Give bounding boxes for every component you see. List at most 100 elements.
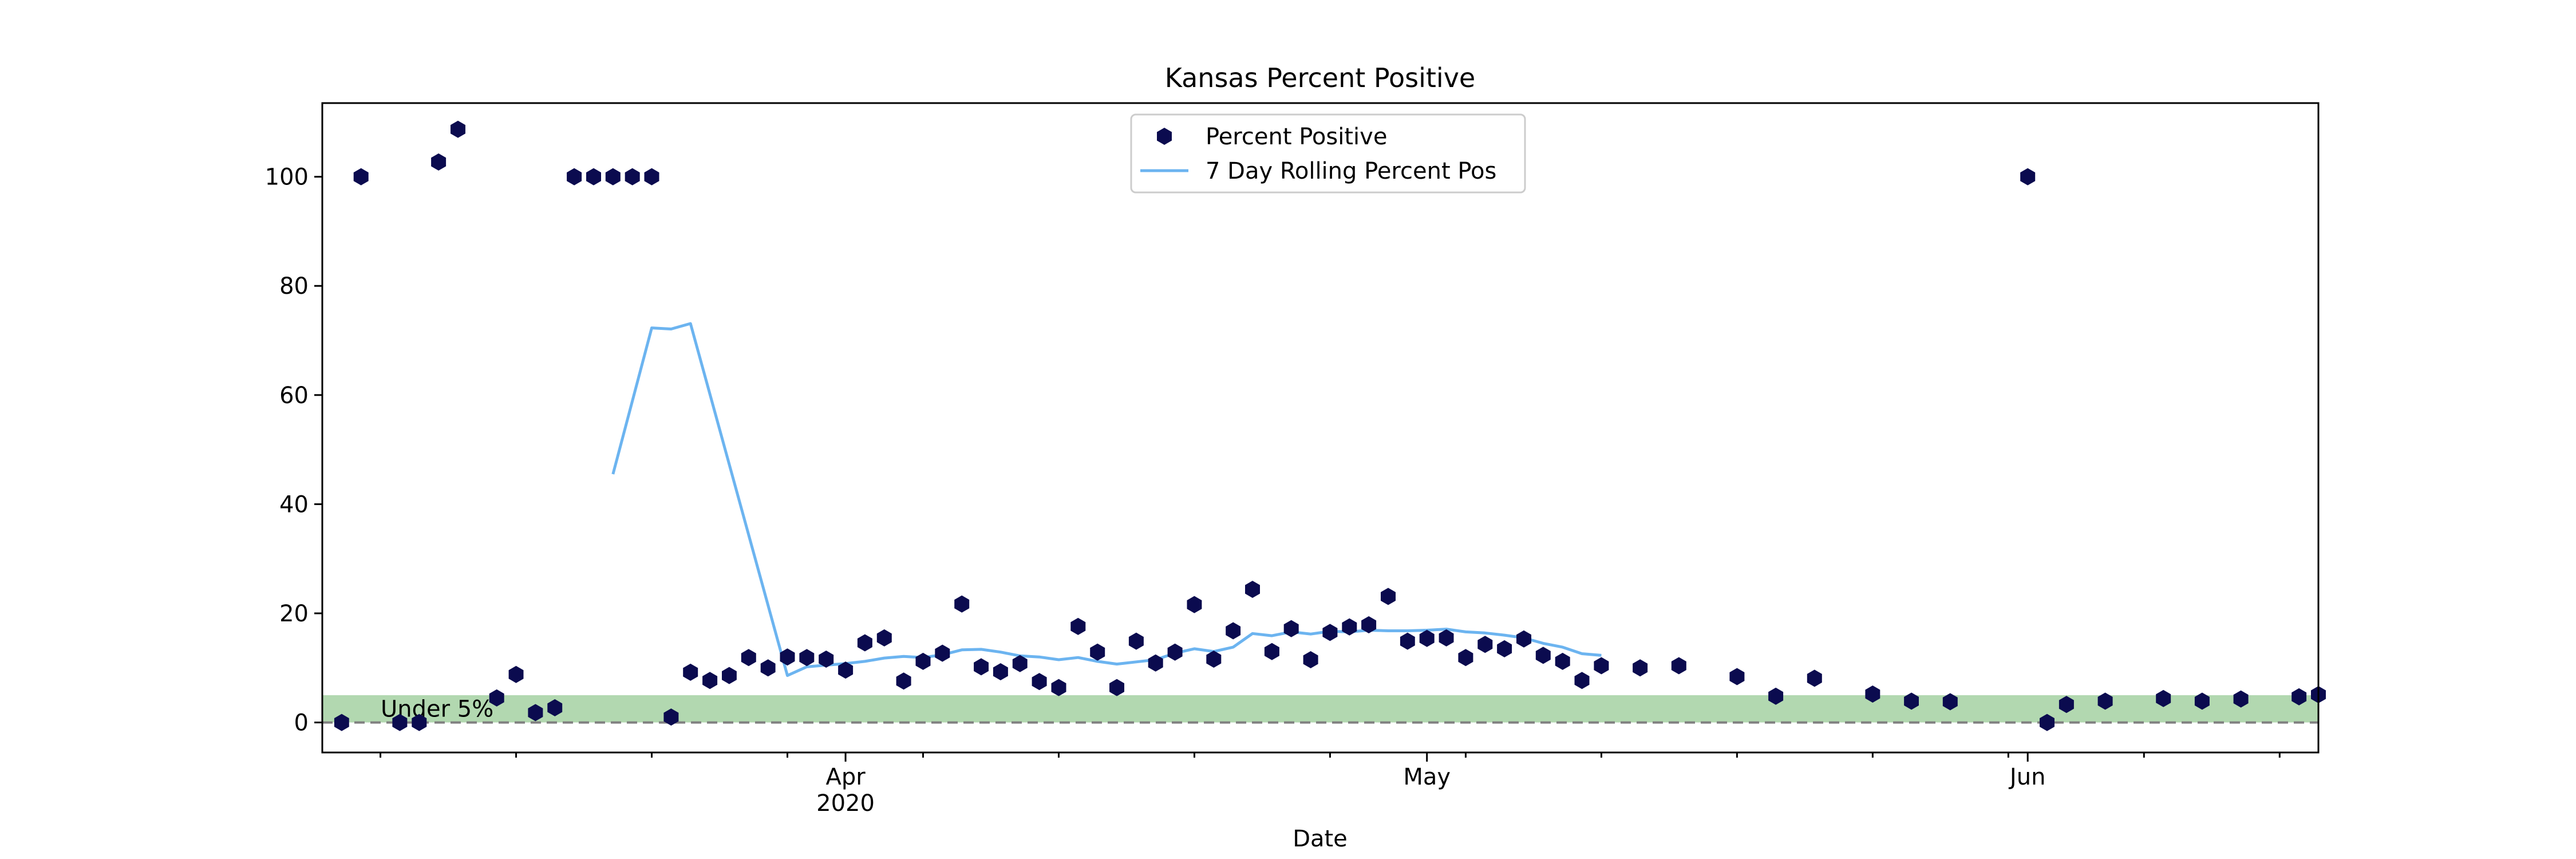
data-point-percent-positive: [1090, 643, 1105, 661]
data-point-percent-positive: [722, 667, 737, 684]
data-point-percent-positive: [1807, 669, 1822, 687]
data-point-percent-positive: [1226, 622, 1241, 640]
data-point-percent-positive: [1574, 672, 1590, 689]
data-point-percent-positive: [1303, 651, 1318, 668]
data-point-percent-positive: [1904, 692, 1919, 710]
data-point-percent-positive: [2233, 690, 2249, 708]
data-point-percent-positive: [547, 699, 563, 716]
plot-frame: [321, 102, 2320, 754]
data-point-percent-positive: [1322, 624, 1338, 641]
data-point-percent-positive: [2040, 714, 2055, 731]
data-point-percent-positive: [508, 665, 524, 683]
data-point-percent-positive: [1206, 651, 1222, 668]
data-point-percent-positive: [876, 629, 892, 647]
data-point-percent-positive: [915, 652, 931, 670]
legend-label: 7 Day Rolling Percent Pos: [1206, 158, 1496, 184]
data-point-percent-positive: [1128, 632, 1144, 650]
data-point-percent-positive: [838, 661, 854, 679]
legend-label: Percent Positive: [1206, 124, 1387, 150]
under-5-band: [322, 695, 2318, 723]
data-point-percent-positive: [1768, 687, 1784, 705]
data-point-percent-positive: [2020, 168, 2036, 186]
chart-title: Kansas Percent Positive: [1165, 62, 1475, 93]
y-tick-label: 80: [279, 273, 309, 300]
data-point-percent-positive: [1400, 632, 1415, 650]
y-tick-label: 60: [279, 383, 309, 409]
data-point-percent-positive: [1419, 629, 1435, 647]
data-point-percent-positive: [431, 153, 447, 171]
data-point-percent-positive: [1633, 659, 1648, 677]
data-point-percent-positive: [663, 708, 679, 726]
data-point-percent-positive: [741, 649, 756, 667]
legend-box: [1130, 113, 1526, 194]
x-tick-label: Jun: [2008, 764, 2046, 790]
data-point-percent-positive: [1594, 657, 1609, 675]
data-point-percent-positive: [2059, 696, 2074, 714]
data-point-percent-positive: [625, 168, 640, 186]
data-point-percent-positive: [799, 649, 815, 667]
data-point-percent-positive: [760, 659, 776, 677]
data-point-percent-positive: [974, 658, 989, 676]
data-point-percent-positive: [954, 595, 970, 613]
data-point-percent-positive: [1942, 693, 1958, 711]
data-point-percent-positive: [819, 651, 834, 668]
x-tick-sublabel: 2020: [816, 790, 875, 817]
data-point-percent-positive: [567, 168, 582, 186]
data-point-percent-positive: [1729, 668, 1745, 685]
data-point-percent-positive: [1477, 636, 1493, 653]
data-point-percent-positive: [1187, 596, 1202, 613]
data-point-percent-positive: [528, 704, 543, 722]
data-point-percent-positive: [334, 714, 349, 731]
data-point-percent-positive: [489, 689, 504, 707]
y-tick-label: 100: [265, 164, 309, 191]
data-point-percent-positive: [412, 714, 427, 731]
legend: Percent Positive 7 Day Rolling Percent Po…: [1130, 113, 1526, 194]
data-point-percent-positive: [2156, 689, 2171, 707]
data-point-percent-positive: [2291, 688, 2307, 706]
data-point-percent-positive: [1283, 620, 1299, 637]
data-point-percent-positive: [1167, 643, 1183, 661]
data-point-percent-positive: [993, 663, 1008, 680]
data-point-percent-positive: [1555, 652, 1570, 670]
data-point-percent-positive: [1264, 643, 1279, 660]
data-point-percent-positive: [1148, 654, 1163, 672]
data-point-percent-positive: [392, 714, 408, 731]
legend-marker-percent-positive: [1157, 128, 1172, 145]
data-point-percent-positive: [1497, 640, 1512, 657]
y-tick-label: 20: [279, 601, 309, 627]
data-point-percent-positive: [780, 648, 795, 666]
data-point-percent-positive: [644, 168, 659, 186]
plot-area: Under 5%: [322, 120, 2326, 731]
data-point-percent-positive: [605, 168, 621, 186]
data-point-percent-positive: [2194, 692, 2210, 710]
x-axis-label: Date: [1293, 826, 1348, 852]
data-point-percent-positive: [2097, 692, 2113, 710]
data-point-percent-positive: [1070, 617, 1086, 635]
data-point-percent-positive: [1516, 630, 1531, 648]
data-point-percent-positive: [1458, 649, 1473, 667]
y-tick-label: 0: [294, 710, 309, 736]
data-point-percent-positive: [1865, 685, 1880, 703]
data-point-percent-positive: [683, 663, 698, 681]
data-point-percent-positive: [1051, 679, 1066, 696]
data-point-percent-positive: [1381, 588, 1396, 605]
data-point-percent-positive: [1439, 629, 1454, 647]
data-point-percent-positive: [1032, 673, 1047, 691]
x-tick-label: Apr: [825, 764, 866, 790]
y-tick-label: 40: [279, 491, 309, 518]
data-point-percent-positive: [1109, 679, 1124, 696]
data-point-percent-positive: [1012, 655, 1028, 672]
data-point-percent-positive: [1671, 657, 1686, 675]
data-point-percent-positive: [896, 672, 911, 690]
x-tick-label: May: [1403, 764, 1451, 790]
data-point-percent-positive: [1361, 616, 1377, 633]
data-point-percent-positive: [1245, 581, 1260, 598]
data-point-percent-positive: [353, 168, 369, 186]
data-point-percent-positive: [857, 634, 872, 652]
data-point-percent-positive: [586, 168, 601, 186]
data-point-percent-positive: [1535, 647, 1551, 664]
data-point-percent-positive: [1342, 618, 1357, 636]
data-point-percent-positive: [702, 672, 718, 689]
data-point-percent-positive: [935, 644, 950, 662]
